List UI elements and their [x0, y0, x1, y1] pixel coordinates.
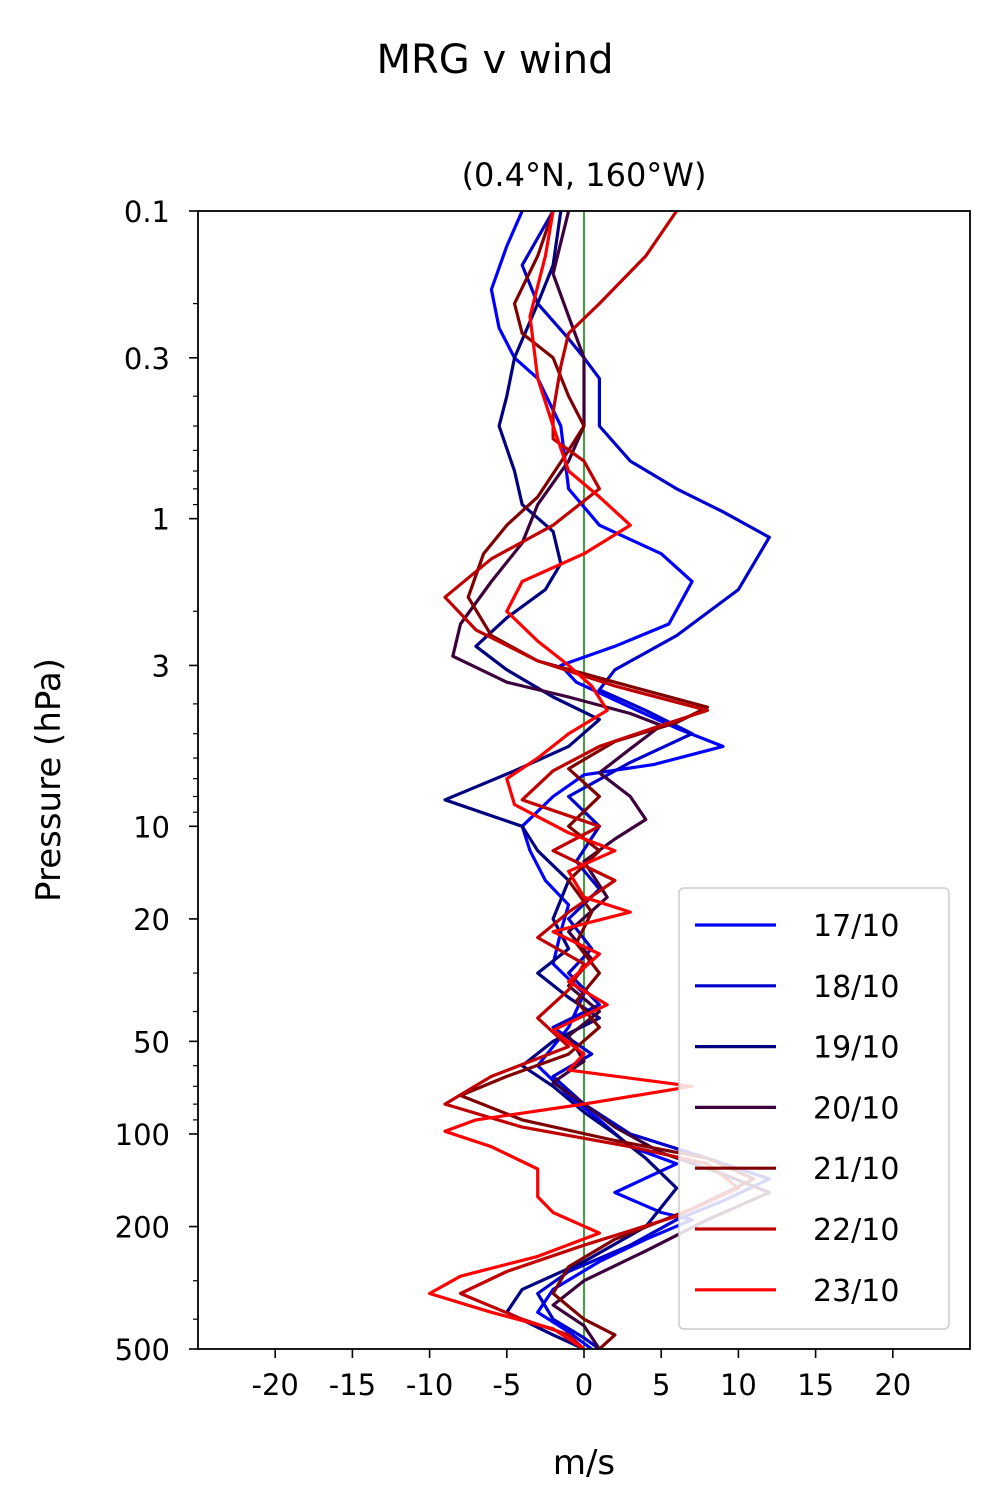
- x-tick-label: 15: [797, 1368, 834, 1402]
- y-tick-label: 200: [115, 1211, 170, 1245]
- y-tick-label: 500: [115, 1333, 170, 1367]
- legend-label: 22/10: [813, 1213, 899, 1248]
- x-tick-label: -20: [252, 1368, 299, 1402]
- y-tick-label: 1: [152, 503, 170, 537]
- plot-area: -20 -15 -10 -5 0 5 10 15 20 0.1 0.3 1 3 10 20 50 100 200 5…: [115, 195, 971, 1402]
- x-tick-label: 10: [720, 1368, 757, 1402]
- series-line-23-10: [428, 211, 694, 1349]
- legend-label: 18/10: [813, 970, 899, 1005]
- x-axis-label: m/s: [553, 1443, 615, 1483]
- series-lines: [428, 211, 771, 1349]
- legend-label: 17/10: [813, 909, 899, 944]
- x-tick-label: -10: [406, 1368, 453, 1402]
- x-tick-label: -5: [492, 1368, 521, 1402]
- x-tick-label: 20: [874, 1368, 911, 1402]
- y-tick-label: 20: [133, 903, 170, 937]
- y-tick-label: 0.1: [124, 195, 170, 229]
- chart-title: (0.4°N, 160°W): [462, 156, 707, 194]
- chart-suptitle: MRG v wind: [377, 37, 614, 83]
- legend-box: [678, 887, 950, 1330]
- y-tick-label: 50: [133, 1025, 170, 1059]
- series-line-19-10: [443, 211, 679, 1349]
- legend-label: 23/10: [813, 1274, 899, 1309]
- y-tick-label: 3: [152, 649, 170, 683]
- legend-label: 20/10: [813, 1091, 899, 1126]
- y-tick-label: 100: [115, 1118, 170, 1152]
- legend-label: 21/10: [813, 1152, 899, 1187]
- y-axis-label: Pressure (hPa): [29, 658, 69, 902]
- x-tick-label: 5: [652, 1368, 670, 1402]
- x-tick-label: -15: [329, 1368, 376, 1402]
- legend-label: 19/10: [813, 1031, 899, 1066]
- y-tick-label: 10: [133, 810, 170, 844]
- x-tick-label: 0: [575, 1368, 593, 1402]
- y-tick-label: 0.3: [124, 342, 170, 376]
